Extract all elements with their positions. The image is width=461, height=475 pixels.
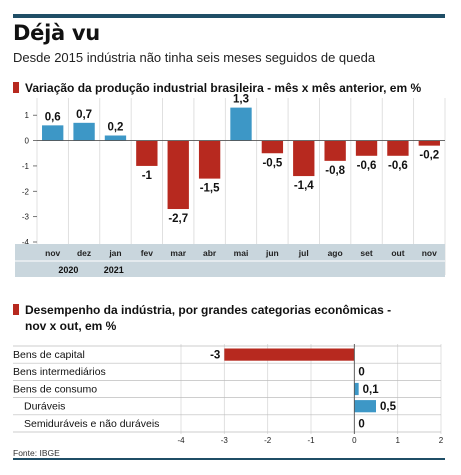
chart2-title: Desempenho da indústria, por grandes cat… bbox=[13, 302, 391, 334]
chart1-value-label: -1,5 bbox=[200, 183, 220, 195]
chart1-bar bbox=[418, 140, 440, 146]
chart1-value-label: 0,6 bbox=[45, 111, 61, 123]
chart1-y-tick-label: 0 bbox=[25, 137, 30, 146]
chart1-bar bbox=[42, 125, 64, 141]
chart1-month-label: abr bbox=[203, 248, 217, 258]
chart2-category-label: Bens intermediários bbox=[13, 366, 106, 378]
chart1-value-label: 0,2 bbox=[107, 122, 123, 134]
chart1-bar bbox=[230, 107, 252, 141]
chart2-value-label: 0,5 bbox=[380, 401, 397, 413]
chart1-bar bbox=[198, 140, 221, 179]
chart1-value-label: -0,2 bbox=[419, 150, 439, 162]
chart1-bar bbox=[355, 140, 378, 156]
chart2-bar bbox=[224, 348, 355, 361]
top-accent-bar bbox=[13, 14, 445, 18]
source-note: Fonte: IBGE bbox=[13, 448, 60, 458]
chart2-x-tick-label: 0 bbox=[352, 436, 357, 445]
chart1-y-tick-label: 1 bbox=[25, 111, 30, 120]
chart1-month-label: jul bbox=[298, 248, 309, 258]
chart1-value-label: -0,6 bbox=[357, 160, 377, 172]
chart1-month-label: jan bbox=[108, 248, 121, 258]
chart1-title: Variação da produção industrial brasilei… bbox=[13, 80, 421, 96]
chart2-x-tick-label: -1 bbox=[307, 436, 315, 445]
chart1-month-label: dez bbox=[77, 248, 91, 258]
chart1-month-label: mar bbox=[170, 248, 186, 258]
chart2-title-cont: nov x out, em % bbox=[25, 319, 117, 333]
bottom-accent-bar bbox=[13, 458, 445, 460]
chart1-bar bbox=[104, 135, 127, 141]
chart2-category-label: Semiduráveis e não duráveis bbox=[24, 418, 159, 430]
chart2-category-label: Bens de consumo bbox=[13, 383, 97, 395]
chart1-y-tick-label: -3 bbox=[22, 213, 30, 222]
page-subtitle: Desde 2015 indústria não tinha seis mese… bbox=[13, 50, 376, 65]
chart1-y-tick-label: -1 bbox=[22, 162, 30, 171]
chart1-bar bbox=[167, 140, 189, 210]
chart2-title-text: Desempenho da indústria, por grandes cat… bbox=[25, 303, 392, 317]
chart1-value-label: -0,8 bbox=[325, 165, 345, 177]
chart1-month-label: ago bbox=[328, 248, 343, 258]
chart1-bar bbox=[136, 140, 158, 166]
chart1-bar bbox=[387, 140, 409, 156]
chart1-bar bbox=[324, 140, 346, 161]
chart1-value-label: -0,5 bbox=[262, 157, 282, 169]
section-marker-icon bbox=[13, 82, 19, 93]
chart1-year-label: 2021 bbox=[104, 265, 124, 275]
chart1-month-label: fev bbox=[141, 248, 154, 258]
chart2-value-label: 0 bbox=[358, 418, 364, 430]
chart1-value-label: -0,6 bbox=[388, 160, 408, 172]
chart1-month-label: nov bbox=[45, 248, 60, 258]
chart1-value-label: -1,4 bbox=[294, 180, 314, 192]
chart2-x-tick-label: 1 bbox=[395, 436, 400, 445]
chart2-bar bbox=[354, 382, 359, 396]
chart1-y-tick-label: -2 bbox=[22, 187, 30, 196]
chart2-value-label: -3 bbox=[210, 350, 220, 362]
chart1-title-text: Variação da produção industrial brasilei… bbox=[25, 81, 422, 95]
chart1-month-label: nov bbox=[422, 248, 437, 258]
page-title: Déjà vu bbox=[13, 21, 100, 45]
chart2-value-label: 0,1 bbox=[363, 384, 380, 396]
chart1-y-tick-label: -4 bbox=[22, 238, 30, 247]
chart1-value-label: -1 bbox=[142, 170, 153, 182]
chart2-value-label: 0 bbox=[358, 367, 364, 379]
chart1-year-label: 2020 bbox=[58, 265, 78, 275]
chart1-value-label: 1,3 bbox=[233, 94, 249, 106]
chart1-month-label: mai bbox=[234, 248, 249, 258]
chart1-bar bbox=[73, 122, 95, 141]
chart1-bar bbox=[293, 140, 315, 177]
chart2-category-label: Duráveis bbox=[24, 401, 65, 413]
chart2-category-label: Bens de capital bbox=[13, 349, 85, 361]
chart2-x-tick-label: 2 bbox=[439, 436, 444, 445]
chart1-month-label: out bbox=[391, 248, 404, 258]
chart1-bar bbox=[261, 140, 284, 154]
chart1-month-label: jun bbox=[265, 248, 279, 258]
chart1-month-label: set bbox=[360, 248, 372, 258]
chart2-x-tick-label: -4 bbox=[177, 436, 185, 445]
chart1-value-label: -2,7 bbox=[168, 213, 188, 225]
chart2-x-tick-label: -2 bbox=[264, 436, 272, 445]
chart2-bar bbox=[354, 400, 376, 413]
section-marker-icon bbox=[13, 304, 19, 315]
chart1-value-label: 0,7 bbox=[76, 109, 92, 121]
chart2-x-tick-label: -3 bbox=[221, 436, 229, 445]
